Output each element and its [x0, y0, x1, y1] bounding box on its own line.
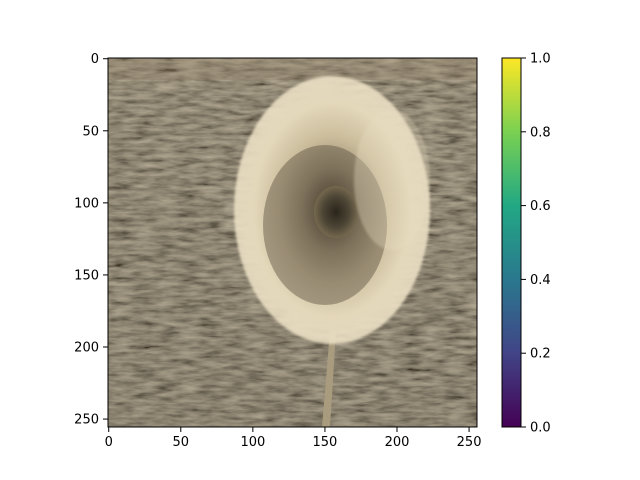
y-tick-label: 150 [74, 268, 99, 283]
colorbar-tick-label: 0.8 [530, 125, 551, 140]
x-tick-label: 0 [105, 435, 113, 450]
y-tick-label: 100 [74, 196, 99, 211]
y-tick-label: 0 [91, 52, 99, 67]
image-axes-frame [107, 57, 478, 428]
colorbar-axis: 0.0 0.2 0.4 0.6 0.8 1.0 [521, 52, 551, 436]
x-tick-label: 150 [313, 435, 338, 450]
x-tick-label: 250 [457, 435, 482, 450]
y-tick-label: 250 [74, 413, 99, 428]
x-axis: 0 50 100 150 200 250 [105, 427, 482, 450]
y-tick-label: 200 [74, 341, 99, 356]
y-tick-label: 50 [82, 124, 99, 139]
x-tick-label: 200 [385, 435, 410, 450]
x-tick-label: 100 [240, 435, 265, 450]
colorbar: 0.0 0.2 0.4 0.6 0.8 1.0 [501, 52, 551, 436]
colorbar-tick-label: 1.0 [530, 52, 551, 67]
colorbar-tick-label: 0.0 [530, 421, 551, 436]
colorbar-tick-label: 0.2 [530, 347, 551, 362]
colorbar-gradient [502, 58, 521, 427]
colorbar-frame [501, 57, 522, 428]
y-axis: 0 50 100 150 200 250 [74, 52, 108, 428]
colorbar-tick-label: 0.4 [530, 273, 551, 288]
dandelion-image [108, 58, 477, 427]
image-axes: 0 50 100 150 200 250 0 50 100 150 200 250 [74, 52, 481, 450]
x-tick-label: 50 [173, 435, 190, 450]
colorbar-tick-label: 0.6 [530, 199, 551, 214]
